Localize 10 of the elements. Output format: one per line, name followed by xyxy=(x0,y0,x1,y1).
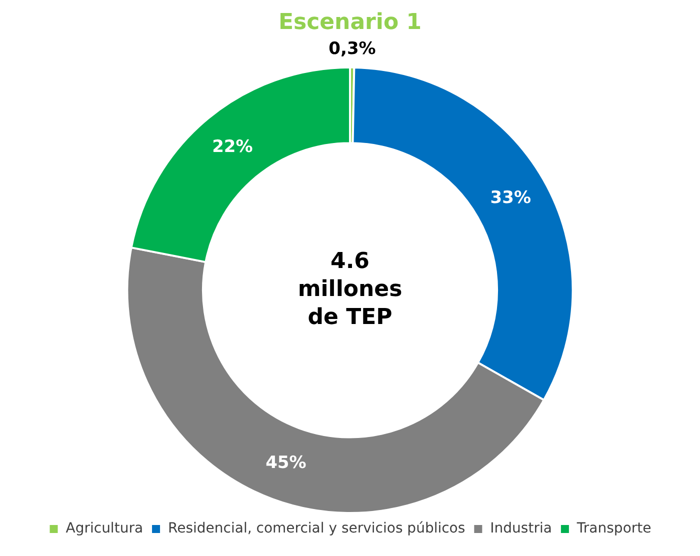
data-label: 45% xyxy=(266,453,306,474)
legend-label: Agricultura xyxy=(66,520,144,537)
data-label: 0,3% xyxy=(328,38,376,59)
legend-label: Residencial, comercial y servicios públicos xyxy=(168,520,466,537)
data-label: 33% xyxy=(490,188,531,208)
legend-label: Industria xyxy=(490,520,552,537)
data-label: 22% xyxy=(212,136,253,157)
legend-label: Transporte xyxy=(576,520,652,537)
text: 4.6 millones de TEP xyxy=(298,248,402,330)
chart-title: Escenario 1 xyxy=(278,10,422,35)
